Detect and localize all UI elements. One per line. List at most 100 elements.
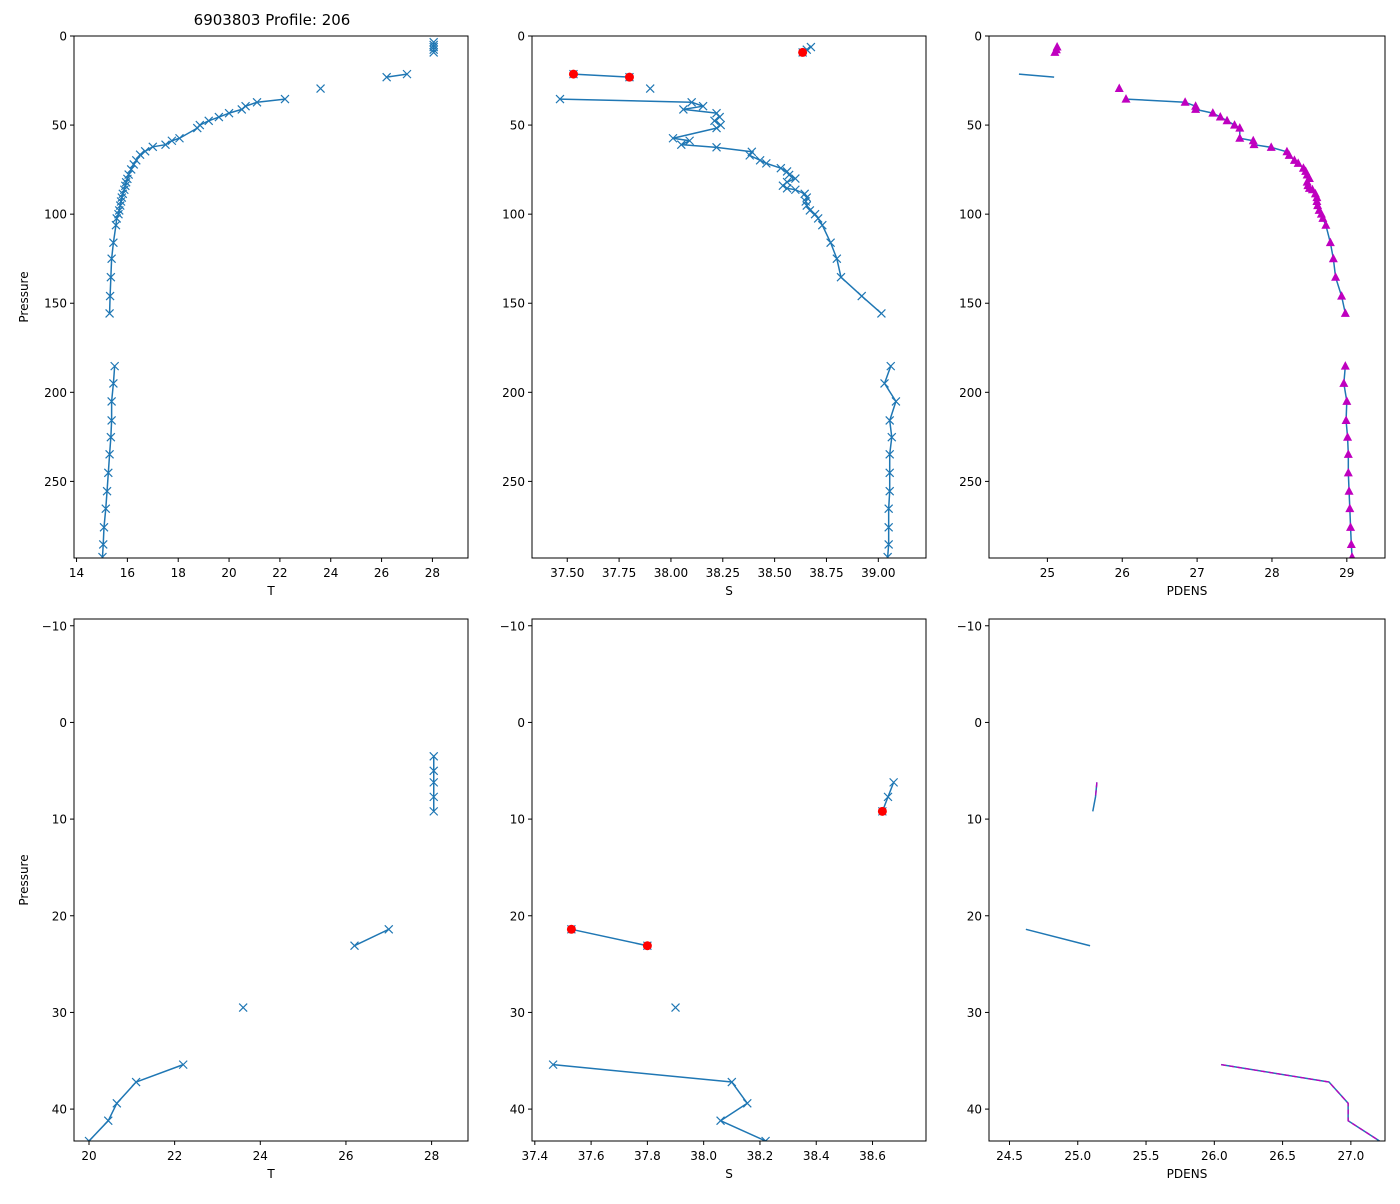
plot-area	[555, 42, 901, 558]
density-marker	[1343, 432, 1353, 441]
density-marker	[1235, 133, 1245, 142]
axes-frame	[531, 618, 927, 1142]
data-point-x	[129, 160, 139, 169]
y-tick-label: 0	[517, 716, 525, 730]
y-axis-label: Pressure	[17, 271, 31, 322]
figure-title: 6903803 Profile: 206	[193, 11, 351, 29]
series-line	[573, 73, 630, 78]
data-point-x	[402, 69, 412, 79]
data-point-x	[810, 209, 820, 219]
y-tick-label: 0	[974, 716, 982, 730]
data-point-x	[884, 540, 894, 549]
x-tick-label: 16	[120, 566, 135, 580]
density-marker	[1337, 291, 1347, 300]
density-marker	[1235, 123, 1245, 132]
y-tick-label: 100	[959, 208, 982, 222]
density-marker	[1325, 237, 1335, 247]
data-point-x	[178, 1060, 188, 1070]
data-point-x	[676, 140, 686, 150]
data-point-x	[429, 777, 439, 787]
density-marker	[1341, 415, 1351, 424]
x-axis-label: PDENS	[1167, 1167, 1208, 1181]
density-marker	[1343, 449, 1353, 458]
y-tick-label: 40	[52, 1103, 67, 1117]
y-tick-label: 100	[44, 208, 67, 222]
data-point-x	[382, 72, 392, 82]
x-axis-label: PDENS	[1167, 584, 1208, 598]
data-point-x	[671, 1003, 680, 1013]
y-tick-label: 50	[510, 119, 525, 133]
series-line	[1025, 928, 1091, 947]
density-marker	[1321, 220, 1331, 229]
density-marker	[1114, 83, 1124, 93]
data-point-x	[111, 220, 121, 230]
flagged-point	[642, 941, 652, 951]
data-point-x	[857, 291, 867, 301]
series-line	[559, 98, 882, 314]
data-point-x	[224, 108, 234, 118]
data-point-x	[885, 416, 895, 425]
y-tick-label: 250	[959, 475, 982, 489]
data-point-x	[108, 378, 118, 388]
x-tick-label: 26	[374, 566, 389, 580]
data-point-x	[135, 150, 145, 160]
series-line	[553, 1063, 766, 1141]
density-marker	[1312, 196, 1322, 206]
data-point-x	[105, 308, 115, 318]
flagged-point	[624, 72, 634, 82]
data-point-x	[102, 486, 112, 496]
x-tick-label: 37.50	[550, 566, 584, 580]
y-tick-label: 0	[59, 30, 67, 44]
data-point-x	[121, 177, 131, 187]
density-marker	[1346, 539, 1356, 548]
axes-frame	[531, 35, 927, 559]
x-tick-label: 24.5	[996, 1149, 1023, 1163]
x-tick-label: 38.00	[654, 566, 688, 580]
density-marker	[1284, 150, 1294, 159]
data-point-x	[678, 104, 688, 114]
x-tick-label: 27	[1189, 566, 1204, 580]
data-point-x	[384, 924, 394, 934]
y-tick-label: −10	[957, 619, 982, 633]
density-marker	[1191, 104, 1201, 113]
data-point-x	[98, 552, 107, 558]
plot-area	[548, 777, 899, 1141]
data-point-x	[214, 112, 224, 122]
series-line	[108, 98, 286, 314]
x-tick-label: 26.5	[1269, 1149, 1296, 1163]
data-point-x	[429, 45, 439, 55]
x-tick-label: 38.25	[706, 566, 740, 580]
density-marker	[1339, 378, 1349, 387]
x-tick-label: 37.75	[602, 566, 636, 580]
y-tick-label: 150	[959, 297, 982, 311]
density-marker	[1215, 112, 1225, 121]
series-line	[1018, 73, 1055, 78]
data-point-x	[148, 142, 158, 152]
x-axis-label: S	[725, 1167, 733, 1181]
x-axis-label: T	[266, 584, 275, 598]
y-tick-label: 10	[510, 813, 525, 827]
series-line	[1221, 1063, 1380, 1141]
x-tick-label: 26	[1115, 566, 1130, 580]
x-tick-label: 37.6	[578, 1149, 605, 1163]
data-point-x	[832, 254, 842, 264]
y-tick-label: 20	[510, 909, 525, 923]
data-point-x	[755, 155, 765, 165]
data-point-x	[131, 1077, 141, 1087]
series-line	[883, 365, 897, 558]
data-point-x	[110, 361, 120, 371]
data-point-x	[237, 104, 247, 114]
data-point-x	[745, 150, 755, 160]
density-marker	[1344, 486, 1354, 495]
data-point-x	[645, 84, 655, 93]
x-tick-label: 29	[1339, 566, 1354, 580]
y-tick-label: 20	[967, 909, 982, 923]
y-tick-label: 30	[52, 1006, 67, 1020]
data-point-x	[742, 1098, 752, 1108]
data-point-x	[784, 170, 794, 180]
panel-s_full: 37.50 37.75 38.00 38.25 38.50 38.75 39.00 0 50 10…	[502, 30, 927, 598]
density-marker	[1050, 47, 1060, 56]
y-tick-label: 200	[959, 386, 982, 400]
